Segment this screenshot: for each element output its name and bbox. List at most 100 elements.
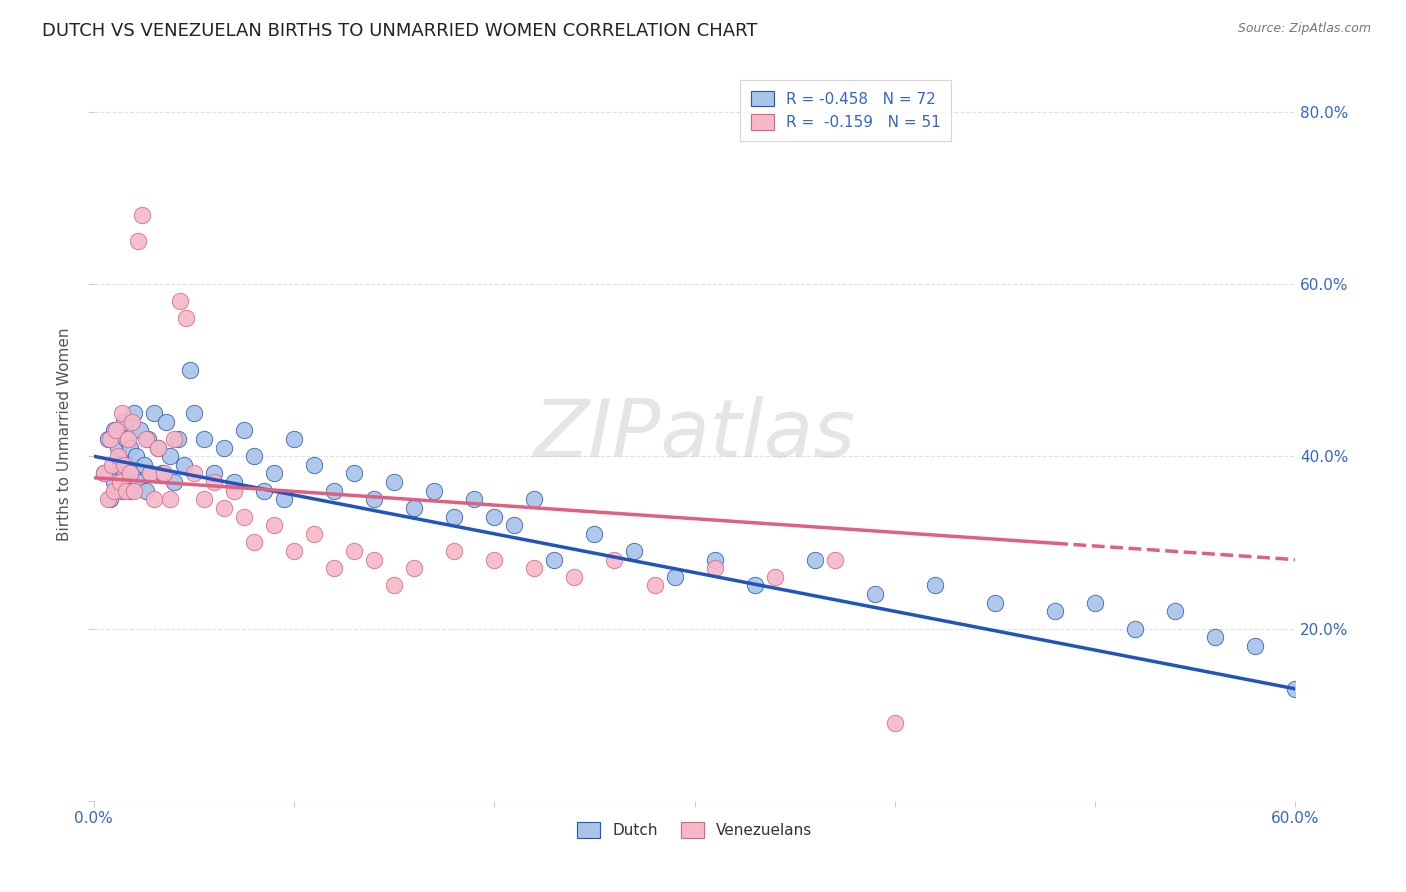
Point: [127, 475, 149, 489]
Point: [744, 578, 766, 592]
Text: ZIPatlas: ZIPatlas: [533, 396, 856, 474]
Point: [112, 415, 135, 429]
Point: [363, 552, 385, 566]
Point: [404, 561, 426, 575]
Point: [803, 552, 825, 566]
Point: [155, 415, 177, 429]
Point: [139, 467, 162, 481]
Point: [163, 432, 186, 446]
Point: [166, 432, 188, 446]
Point: [159, 449, 181, 463]
Point: [404, 500, 426, 515]
Point: [302, 526, 325, 541]
Point: [146, 441, 169, 455]
Point: [131, 208, 153, 222]
Point: [117, 458, 139, 472]
Point: [122, 406, 145, 420]
Point: [1043, 604, 1066, 618]
Point: [543, 552, 565, 566]
Point: [103, 475, 125, 489]
Point: [503, 518, 526, 533]
Point: [763, 570, 786, 584]
Point: [135, 483, 157, 498]
Point: [108, 458, 131, 472]
Point: [93, 467, 115, 481]
Point: [232, 424, 254, 438]
Point: [363, 492, 385, 507]
Point: [153, 467, 176, 481]
Point: [112, 458, 135, 472]
Point: [114, 432, 136, 446]
Point: [173, 458, 195, 472]
Point: [463, 492, 485, 507]
Point: [111, 483, 134, 498]
Point: [263, 518, 285, 533]
Legend: Dutch, Venezuelans: Dutch, Venezuelans: [571, 816, 818, 845]
Point: [283, 544, 305, 558]
Point: [883, 716, 905, 731]
Point: [97, 492, 120, 507]
Point: [1284, 681, 1306, 696]
Point: [193, 432, 215, 446]
Point: [132, 458, 155, 472]
Point: [169, 294, 191, 309]
Point: [1204, 630, 1226, 644]
Point: [253, 483, 276, 498]
Point: [243, 535, 266, 549]
Point: [443, 509, 465, 524]
Point: [212, 500, 235, 515]
Point: [443, 544, 465, 558]
Point: [523, 561, 546, 575]
Point: [382, 475, 405, 489]
Text: Source: ZipAtlas.com: Source: ZipAtlas.com: [1237, 22, 1371, 36]
Point: [118, 467, 141, 481]
Point: [212, 441, 235, 455]
Point: [564, 570, 586, 584]
Point: [125, 449, 148, 463]
Point: [112, 467, 135, 481]
Point: [127, 234, 149, 248]
Point: [118, 483, 141, 498]
Point: [103, 424, 125, 438]
Point: [603, 552, 626, 566]
Point: [243, 449, 266, 463]
Point: [142, 406, 165, 420]
Point: [222, 483, 245, 498]
Point: [108, 475, 131, 489]
Point: [302, 458, 325, 472]
Point: [163, 475, 186, 489]
Point: [139, 467, 162, 481]
Point: [323, 483, 346, 498]
Point: [150, 467, 173, 481]
Point: [174, 311, 197, 326]
Point: [623, 544, 645, 558]
Point: [193, 492, 215, 507]
Point: [118, 441, 141, 455]
Point: [263, 467, 285, 481]
Point: [121, 415, 143, 429]
Point: [142, 492, 165, 507]
Point: [136, 432, 159, 446]
Point: [121, 467, 143, 481]
Point: [924, 578, 946, 592]
Point: [93, 467, 115, 481]
Point: [146, 441, 169, 455]
Point: [114, 483, 136, 498]
Point: [273, 492, 295, 507]
Point: [1084, 596, 1107, 610]
Point: [159, 492, 181, 507]
Point: [1123, 622, 1146, 636]
Point: [128, 424, 150, 438]
Point: [122, 483, 145, 498]
Point: [97, 432, 120, 446]
Point: [984, 596, 1007, 610]
Point: [222, 475, 245, 489]
Point: [423, 483, 446, 498]
Point: [583, 526, 606, 541]
Point: [484, 509, 506, 524]
Point: [703, 561, 725, 575]
Point: [824, 552, 846, 566]
Point: [343, 467, 366, 481]
Text: DUTCH VS VENEZUELAN BIRTHS TO UNMARRIED WOMEN CORRELATION CHART: DUTCH VS VENEZUELAN BIRTHS TO UNMARRIED …: [42, 22, 758, 40]
Point: [202, 467, 225, 481]
